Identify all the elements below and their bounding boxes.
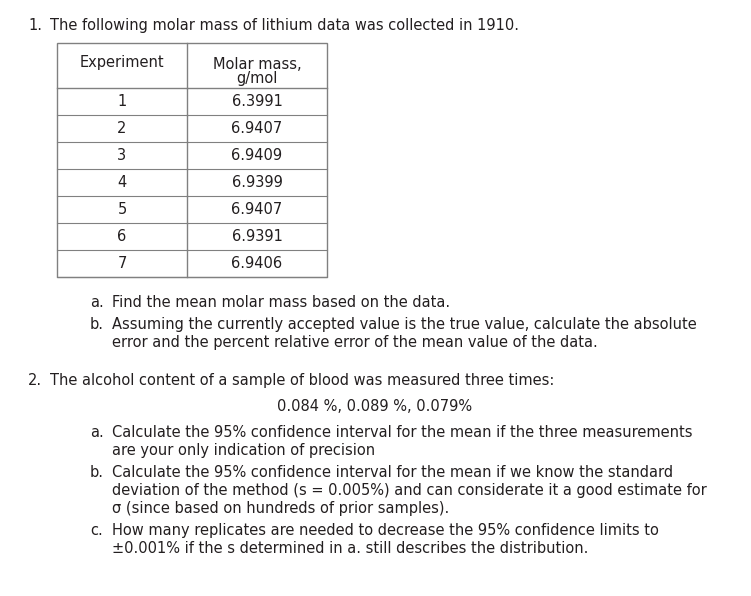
Text: Assuming the currently accepted value is the true value, calculate the absolute: Assuming the currently accepted value is… [112, 317, 697, 332]
Text: 6.9391: 6.9391 [231, 229, 282, 244]
Text: 0.084 %, 0.089 %, 0.079%: 0.084 %, 0.089 %, 0.079% [277, 399, 472, 414]
Bar [57, 43, 327, 277]
Text: How many replicates are needed to decrease the 95% confidence limits to: How many replicates are needed to decrea… [112, 523, 659, 538]
Text: 6.9406: 6.9406 [231, 256, 282, 271]
Text: 1.: 1. [28, 18, 42, 33]
Text: 4: 4 [117, 175, 127, 190]
Text: Find the mean molar mass based on the data.: Find the mean molar mass based on the da… [112, 295, 450, 310]
Text: c.: c. [90, 523, 103, 538]
Text: deviation of the method (s = 0.005%) and can considerate it a good estimate for: deviation of the method (s = 0.005%) and… [112, 483, 707, 498]
Text: 1: 1 [117, 94, 127, 109]
Text: 6.3991: 6.3991 [231, 94, 282, 109]
Text: 6.9407: 6.9407 [231, 121, 282, 136]
Text: b.: b. [90, 317, 104, 332]
Text: Calculate the 95% confidence interval for the mean if the three measurements: Calculate the 95% confidence interval fo… [112, 425, 692, 440]
Text: g/mol: g/mol [237, 71, 278, 86]
Text: error and the percent relative error of the mean value of the data.: error and the percent relative error of … [112, 335, 598, 350]
Text: σ (since based on hundreds of prior samples).: σ (since based on hundreds of prior samp… [112, 501, 449, 516]
Text: 6: 6 [117, 229, 127, 244]
Text: a.: a. [90, 295, 104, 310]
Text: The alcohol content of a sample of blood was measured three times:: The alcohol content of a sample of blood… [50, 373, 554, 388]
Text: 6.9399: 6.9399 [231, 175, 282, 190]
Text: 6.9409: 6.9409 [231, 148, 282, 163]
Text: Molar mass,: Molar mass, [213, 57, 301, 72]
Text: are your only indication of precision: are your only indication of precision [112, 443, 376, 458]
Text: a.: a. [90, 425, 104, 440]
Text: 2: 2 [117, 121, 127, 136]
Text: The following molar mass of lithium data was collected in 1910.: The following molar mass of lithium data… [50, 18, 519, 33]
Text: 5: 5 [117, 202, 127, 217]
Text: Experiment: Experiment [80, 55, 164, 70]
Text: b.: b. [90, 465, 104, 480]
Text: 3: 3 [117, 148, 127, 163]
Text: 7: 7 [117, 256, 127, 271]
Text: ±0.001% if the s determined in a. still describes the distribution.: ±0.001% if the s determined in a. still … [112, 541, 588, 556]
Text: 6.9407: 6.9407 [231, 202, 282, 217]
Text: Calculate the 95% confidence interval for the mean if we know the standard: Calculate the 95% confidence interval fo… [112, 465, 673, 480]
Text: 2.: 2. [28, 373, 42, 388]
